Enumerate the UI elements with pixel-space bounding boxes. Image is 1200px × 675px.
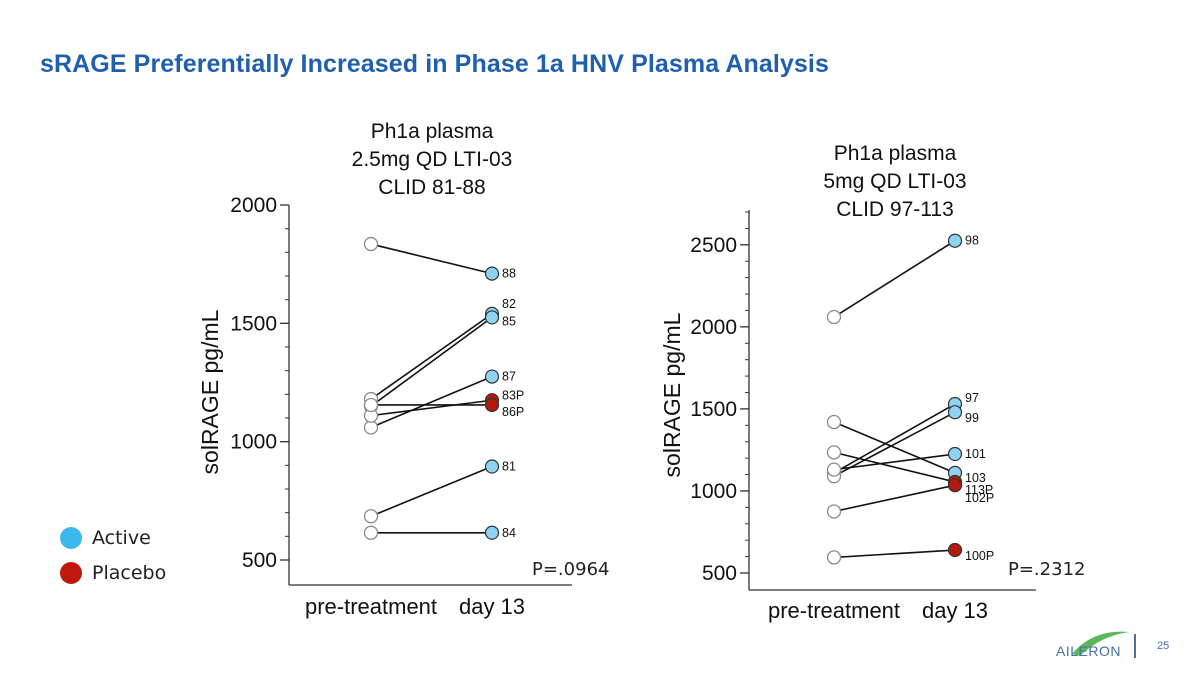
series-line-113P bbox=[833, 451, 956, 483]
point-label-98: 98 bbox=[965, 234, 979, 248]
post-point-100P bbox=[947, 542, 963, 558]
series-line-98 bbox=[833, 240, 956, 318]
pre-point-87 bbox=[363, 420, 379, 435]
y-tick-label: 2000 bbox=[690, 316, 737, 339]
post-point-86P bbox=[484, 397, 500, 413]
pre-point-88 bbox=[363, 236, 379, 252]
point-label-86P: 86P bbox=[502, 405, 524, 419]
post-point-84 bbox=[484, 525, 500, 540]
legend-swatch-active bbox=[60, 526, 82, 549]
pre-point-113P bbox=[826, 445, 842, 460]
x-tick-label-pre: pre-treatment bbox=[305, 594, 437, 619]
x-tick-label-post: day 13 bbox=[459, 594, 525, 619]
series-line-82 bbox=[370, 313, 493, 400]
point-label-83P: 83P bbox=[502, 388, 524, 402]
point-label-81: 81 bbox=[502, 460, 516, 474]
point-label-84: 84 bbox=[502, 526, 516, 540]
pre-point-102P bbox=[826, 504, 842, 519]
footer-divider bbox=[1134, 634, 1136, 658]
chart-title-line: Ph1a plasma bbox=[834, 142, 957, 165]
series-line-83P bbox=[370, 399, 493, 417]
post-point-98 bbox=[947, 233, 963, 248]
series-line-87 bbox=[370, 375, 493, 429]
y-tick-label: 2500 bbox=[690, 234, 737, 257]
series-line-97 bbox=[833, 403, 956, 474]
y-tick-label: 1500 bbox=[230, 312, 277, 335]
series-line-100P bbox=[833, 549, 956, 559]
post-point-88 bbox=[484, 266, 500, 281]
y-tick-label: 500 bbox=[242, 549, 277, 572]
pre-point-103 bbox=[826, 414, 842, 430]
point-label-101: 101 bbox=[965, 447, 986, 461]
legend-swatch-placebo bbox=[60, 561, 82, 584]
y-tick-label: 500 bbox=[702, 562, 737, 585]
y-tick-label: 1500 bbox=[690, 398, 737, 421]
y-tick-label: 1000 bbox=[230, 431, 277, 454]
slide-title: sRAGE Preferentially Increased in Phase … bbox=[40, 50, 829, 78]
series-line-101 bbox=[833, 453, 956, 471]
series-line-99 bbox=[833, 411, 956, 477]
y-tick-label: 2000 bbox=[230, 194, 277, 217]
chart-title-line: Ph1a plasma bbox=[371, 120, 494, 143]
legend-item-active: Active bbox=[60, 520, 166, 555]
pre-point-86P bbox=[363, 397, 379, 413]
post-point-99 bbox=[947, 405, 963, 420]
page-number: 25 bbox=[1157, 640, 1170, 652]
p-value: P=.2312 bbox=[1008, 559, 1085, 580]
series-line-102P bbox=[833, 484, 956, 513]
point-label-100P: 100P bbox=[965, 549, 994, 563]
point-label-99: 99 bbox=[965, 411, 979, 425]
chart-title-line: CLID 81-88 bbox=[378, 176, 485, 199]
pre-point-100P bbox=[826, 550, 842, 565]
legend-label-placebo: Placebo bbox=[92, 561, 167, 584]
series-line-81 bbox=[370, 465, 493, 517]
chart-1: Ph1a plasma 2.5mg QD LTI-03 CLID 81-88 500 1… bbox=[197, 120, 609, 619]
post-point-85 bbox=[484, 310, 500, 325]
legend-label-active: Active bbox=[92, 526, 151, 549]
point-label-82: 82 bbox=[502, 297, 516, 311]
chart-title-line: 5mg QD LTI-03 bbox=[823, 170, 966, 193]
chart-title-line: 2.5mg QD LTI-03 bbox=[352, 148, 513, 171]
logo-swoosh-icon bbox=[1072, 631, 1130, 656]
legend: Active Placebo bbox=[60, 520, 166, 590]
y-axis-label: solRAGE pg/mL bbox=[197, 309, 223, 474]
aileron-logo: AILERON bbox=[1052, 628, 1142, 662]
point-label-87: 87 bbox=[502, 370, 516, 384]
series-line-103 bbox=[833, 421, 956, 474]
y-tick-label: 1000 bbox=[690, 480, 737, 503]
chart-title-line: CLID 97-113 bbox=[836, 198, 954, 221]
pre-point-98 bbox=[826, 309, 842, 325]
point-label-97: 97 bbox=[965, 391, 979, 405]
series-line-88 bbox=[370, 243, 493, 275]
point-label-88: 88 bbox=[502, 267, 516, 281]
x-tick-label-post: day 13 bbox=[922, 598, 988, 623]
x-tick-label-pre: pre-treatment bbox=[768, 598, 900, 623]
legend-item-placebo: Placebo bbox=[60, 555, 166, 590]
pre-point-84 bbox=[363, 525, 379, 540]
point-label-103: 103 bbox=[965, 471, 986, 485]
post-point-102P bbox=[947, 478, 963, 493]
point-label-85: 85 bbox=[502, 314, 516, 328]
post-point-87 bbox=[484, 369, 500, 384]
post-point-101 bbox=[947, 446, 963, 462]
chart-2: Ph1a plasma 5mg QD LTI-03 CLID 97-113 500 10… bbox=[659, 142, 1085, 623]
point-label-102P: 102P bbox=[965, 491, 994, 505]
pre-point-81 bbox=[363, 509, 379, 524]
series-line-85 bbox=[370, 316, 493, 407]
pre-point-101 bbox=[826, 462, 842, 477]
post-point-81 bbox=[484, 459, 500, 474]
y-axis-label: solRAGE pg/mL bbox=[659, 312, 685, 477]
logo-text: AILERON bbox=[1056, 643, 1121, 659]
p-value: P=.0964 bbox=[532, 559, 609, 580]
point-label-113P: 113P bbox=[965, 483, 993, 497]
